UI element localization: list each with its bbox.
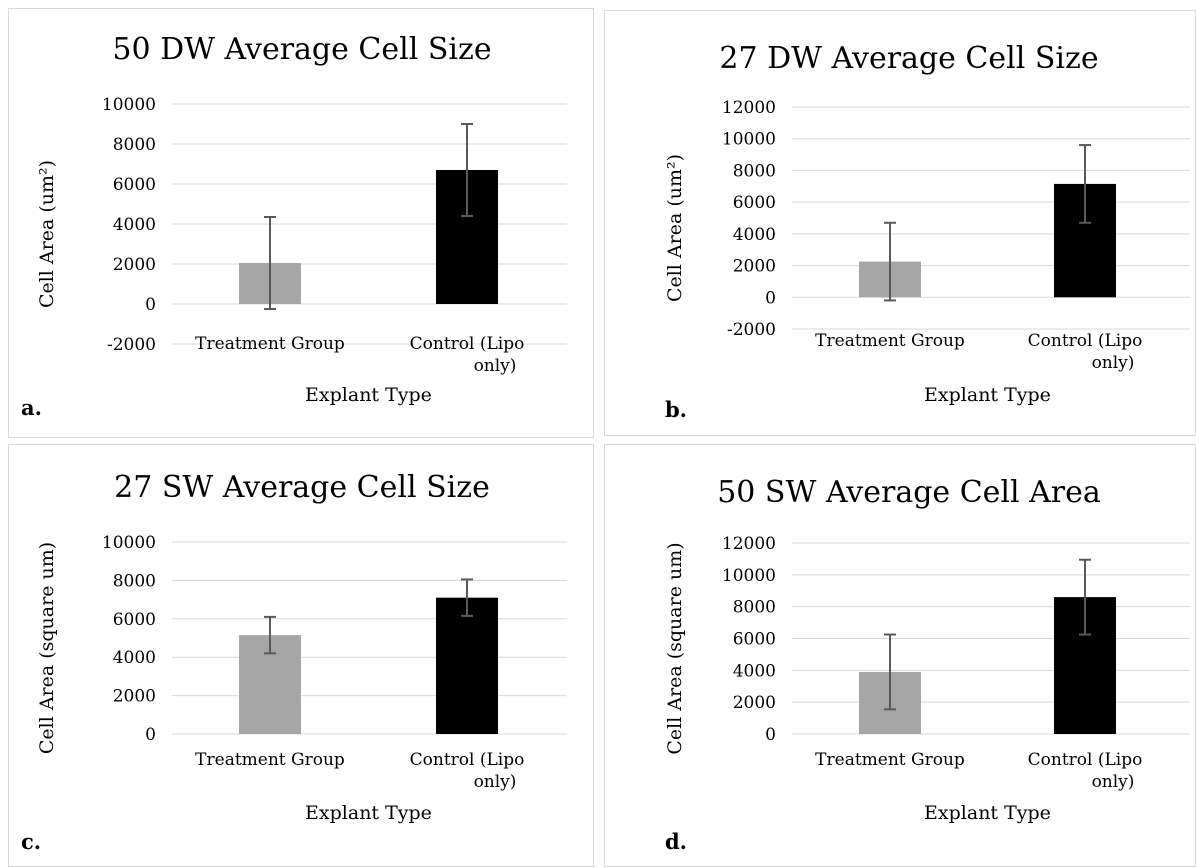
panel-letter: d. <box>665 829 687 854</box>
y-tick-label: 6000 <box>113 175 156 195</box>
y-tick-label: 12000 <box>722 98 776 118</box>
y-axis-title: Cell Area (um²) <box>664 154 686 302</box>
y-tick-label: -2000 <box>727 320 776 340</box>
y-tick-label: 12000 <box>722 534 776 554</box>
y-tick-label: 0 <box>145 295 156 315</box>
x-category-label-line: only) <box>474 772 517 792</box>
y-tick-label: 8000 <box>113 571 156 591</box>
chart-title: 27 SW Average Cell Size <box>114 470 490 505</box>
panel-letter: b. <box>665 397 687 422</box>
y-axis-title: Cell Area (square um) <box>664 542 686 754</box>
chart-title: 50 SW Average Cell Area <box>717 475 1101 510</box>
x-axis-title: Explant Type <box>305 384 432 406</box>
y-tick-label: 4000 <box>113 215 156 235</box>
x-category-label: Control (Lipo only) <box>410 750 525 792</box>
x-category-label-line: only) <box>474 356 517 376</box>
y-tick-label: 8000 <box>113 135 156 155</box>
y-tick-label: 10000 <box>102 95 156 115</box>
x-axis-title: Explant Type <box>924 384 1051 406</box>
y-tick-label: 2000 <box>733 257 776 277</box>
y-tick-label: 6000 <box>733 630 776 650</box>
x-category-label-line: only) <box>1092 353 1135 373</box>
chart-title: 27 DW Average Cell Size <box>719 41 1098 76</box>
x-category-label: Control (Lipo only) <box>1028 750 1143 792</box>
y-tick-label: 8000 <box>733 161 776 181</box>
x-category-label-line: Treatment Group <box>195 334 345 354</box>
x-axis-title: Explant Type <box>305 802 432 824</box>
y-tick-label: 8000 <box>733 598 776 618</box>
x-category-label: Treatment Group <box>815 331 965 351</box>
y-tick-label: 10000 <box>102 533 156 553</box>
panel-letter: c. <box>21 829 41 854</box>
chart-a-svg: 50 DW Average Cell Size -2000 0 2000 4000 600… <box>21 32 567 420</box>
y-tick-label: 4000 <box>733 661 776 681</box>
chart-panel-a: 50 DW Average Cell Size -2000 0 2000 4000 600… <box>8 8 594 438</box>
x-category-label: Control (Lipo only) <box>410 334 525 376</box>
x-category-label: Treatment Group <box>195 750 345 770</box>
x-category-label-line: Treatment Group <box>815 331 965 351</box>
y-axis-title: Cell Area (um²) <box>36 160 58 308</box>
y-axis-title: Cell Area (square um) <box>36 542 58 754</box>
y-tick-label: 2000 <box>113 255 156 275</box>
x-category-label: Treatment Group <box>195 334 345 354</box>
x-category-label-line: only) <box>1092 772 1135 792</box>
y-tick-label: 10000 <box>722 566 776 586</box>
y-tick-label: 6000 <box>733 193 776 213</box>
y-tick-label: 0 <box>765 288 776 308</box>
chart-panel-c: 27 SW Average Cell Size 0 2000 4000 6000 8000… <box>8 444 594 867</box>
x-category-label-line: Control (Lipo <box>1028 331 1143 351</box>
y-tick-label: 4000 <box>113 648 156 668</box>
y-tick-label: 2000 <box>113 687 156 707</box>
chart-panel-d: 50 SW Average Cell Area 0 2000 4000 6000 8000… <box>604 444 1196 867</box>
x-category-label-line: Control (Lipo <box>410 334 525 354</box>
chart-d-svg: 50 SW Average Cell Area 0 2000 4000 6000 8000… <box>664 475 1190 854</box>
panel-letter: a. <box>21 395 42 420</box>
chart-title: 50 DW Average Cell Size <box>112 32 491 67</box>
y-tick-label: -2000 <box>107 335 156 355</box>
chart-b-svg: 27 DW Average Cell Size -2000 0 2000 4000 600… <box>664 41 1190 422</box>
y-tick-label: 10000 <box>722 130 776 150</box>
y-tick-label: 4000 <box>733 225 776 245</box>
chart-c-svg: 27 SW Average Cell Size 0 2000 4000 6000 8000… <box>21 470 567 854</box>
y-tick-label: 0 <box>145 725 156 745</box>
bar <box>436 597 498 734</box>
x-category-label: Treatment Group <box>815 750 965 770</box>
x-category-label-line: Control (Lipo <box>410 750 525 770</box>
x-category-label-line: Treatment Group <box>815 750 965 770</box>
y-tick-label: 2000 <box>733 693 776 713</box>
y-tick-label: 0 <box>765 725 776 745</box>
x-category-label-line: Control (Lipo <box>1028 750 1143 770</box>
x-axis-title: Explant Type <box>924 802 1051 824</box>
x-category-label: Control (Lipo only) <box>1028 331 1143 373</box>
x-category-label-line: Treatment Group <box>195 750 345 770</box>
chart-panel-b: 27 DW Average Cell Size -2000 0 2000 4000 600… <box>604 10 1196 436</box>
y-tick-label: 6000 <box>113 610 156 630</box>
